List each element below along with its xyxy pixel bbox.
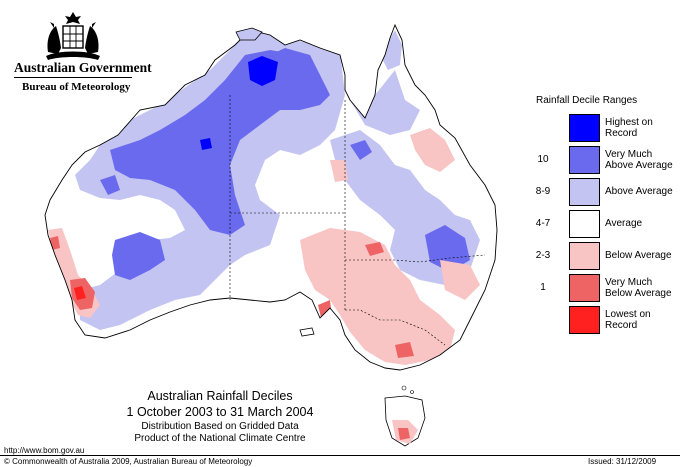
header-divider [14,77,132,78]
legend-swatch [569,210,600,238]
map-note-line1: Distribution Based on Gridded Data [141,421,299,432]
legend-category-label: Above Average [605,186,673,197]
legend-range-label: 4-7 [535,218,551,229]
map-note-line2: Product of the National Climate Centre [134,433,306,444]
legend-title: Rainfall Decile Ranges [536,95,638,106]
legend-swatch [569,178,600,206]
legend-swatch [569,114,600,142]
issued-date: Issued: 31/12/2009 [588,457,657,466]
legend-range-label: 2-3 [535,250,551,261]
website-link[interactable]: http://www.bom.gov.au [4,446,85,455]
legend-swatch [569,274,600,302]
legend-category-label: Highest on Record [605,117,653,139]
legend-swatch [569,306,600,334]
legend-category-label: Below Average [605,250,672,261]
legend-category-label: Very Much Above Average [605,149,673,171]
bureau-name: Bureau of Meteorology [22,81,131,93]
legend-range-label: 10 [537,154,549,165]
legend-category-label: Lowest on Record [605,309,651,331]
map-period: 1 October 2003 to 31 March 2004 [126,405,314,419]
legend-swatch [569,146,600,174]
legend-range-label: 1 [540,282,546,293]
legend-swatch [569,242,600,270]
legend-range-label: 8-9 [535,186,551,197]
copyright-text: © Commonwealth of Australia 2009, Austra… [4,457,253,466]
legend-category-label: Very Much Below Average [605,277,672,299]
map-title: Australian Rainfall Deciles [147,389,293,403]
government-name: Australian Government [14,60,152,75]
legend-category-label: Average [605,218,643,229]
commonwealth-coat-of-arms-icon [46,12,100,60]
footer-divider [0,455,680,456]
